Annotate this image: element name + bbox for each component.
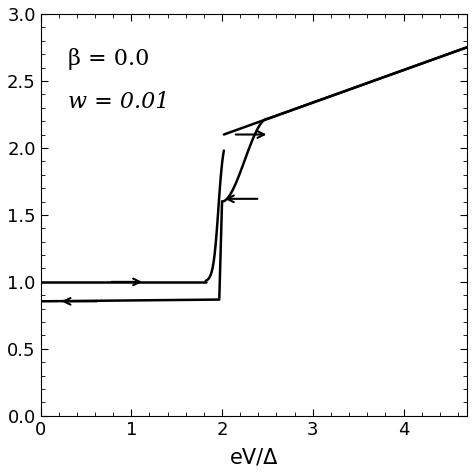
Text: β = 0.0: β = 0.0 (68, 48, 149, 70)
Text: w = 0.01: w = 0.01 (68, 91, 169, 113)
X-axis label: eV/Δ: eV/Δ (229, 447, 278, 467)
